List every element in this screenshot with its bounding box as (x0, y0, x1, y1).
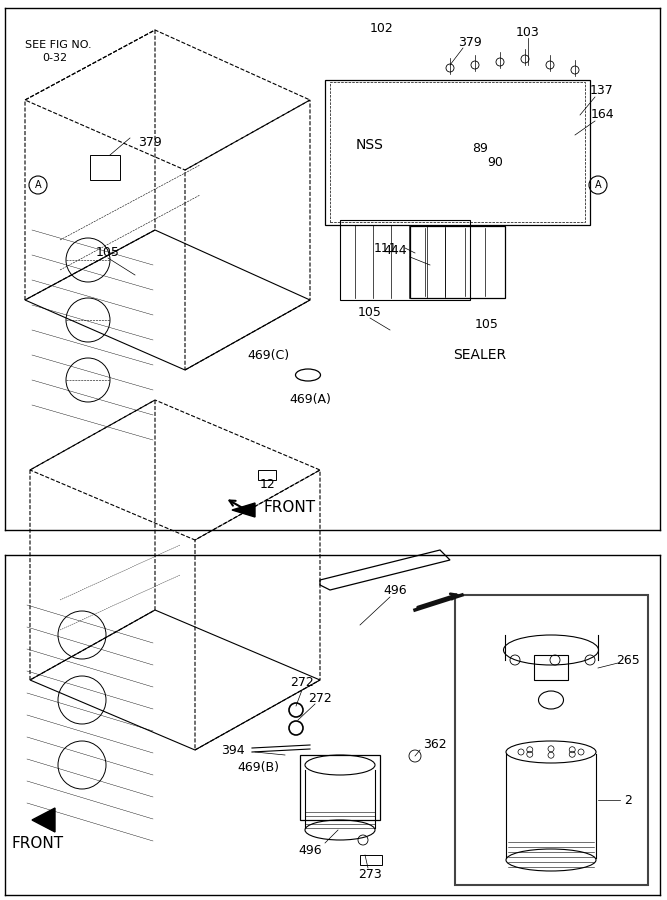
Text: 111: 111 (374, 241, 397, 255)
Text: 272: 272 (308, 691, 332, 705)
Text: 469(A): 469(A) (289, 393, 331, 407)
Text: 362: 362 (423, 739, 447, 752)
Text: 469(C): 469(C) (247, 348, 289, 362)
Bar (90, 155, 120, 180)
Text: 469(B): 469(B) (237, 761, 279, 775)
Bar (534, 655, 568, 680)
Text: 265: 265 (616, 653, 640, 667)
Bar (258, 470, 276, 480)
Text: A: A (35, 180, 41, 190)
Text: 137: 137 (590, 84, 614, 96)
Text: 12: 12 (260, 479, 276, 491)
Text: 379: 379 (458, 35, 482, 49)
Text: 394: 394 (221, 743, 245, 757)
Bar (340, 220, 470, 300)
Bar (330, 82, 585, 222)
Text: FRONT: FRONT (264, 500, 316, 516)
Text: SEALER: SEALER (454, 348, 506, 362)
Text: NSS: NSS (356, 138, 384, 152)
Text: 105: 105 (358, 305, 382, 319)
Bar (300, 755, 380, 820)
Text: A: A (595, 180, 602, 190)
Text: 379: 379 (138, 136, 162, 149)
Text: 102: 102 (370, 22, 394, 34)
Text: 90: 90 (487, 156, 503, 168)
Text: 444: 444 (383, 244, 407, 256)
Bar (325, 80, 590, 225)
Text: 2: 2 (624, 794, 632, 806)
Bar (360, 855, 382, 865)
Polygon shape (32, 808, 55, 832)
Text: 272: 272 (290, 676, 314, 688)
Bar (410, 226, 505, 298)
Text: 105: 105 (475, 319, 499, 331)
Text: FRONT: FRONT (12, 835, 64, 850)
Polygon shape (232, 503, 255, 517)
Text: SEE FIG NO.: SEE FIG NO. (25, 40, 91, 50)
Text: 496: 496 (298, 843, 321, 857)
Text: 105: 105 (96, 246, 120, 258)
Text: 103: 103 (516, 25, 540, 39)
Text: 496: 496 (383, 583, 407, 597)
Text: 89: 89 (472, 141, 488, 155)
Text: 273: 273 (358, 868, 382, 881)
Text: 0-32: 0-32 (43, 53, 67, 63)
Text: 164: 164 (590, 109, 614, 122)
